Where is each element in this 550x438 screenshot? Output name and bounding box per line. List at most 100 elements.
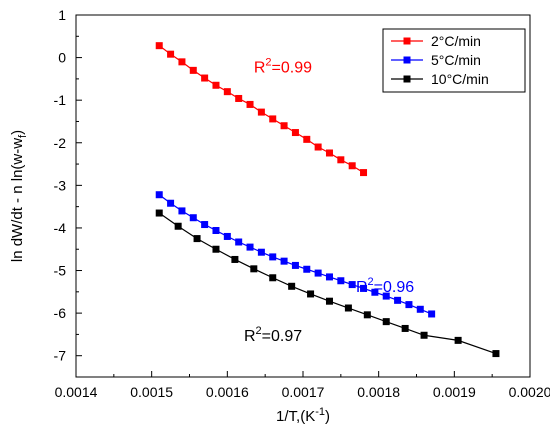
data-point bbox=[280, 257, 288, 265]
x-tick-label: 0.0017 bbox=[282, 384, 325, 400]
data-point bbox=[212, 245, 220, 253]
data-point bbox=[212, 226, 220, 234]
data-point bbox=[360, 284, 368, 292]
data-point bbox=[235, 238, 243, 246]
data-point bbox=[348, 162, 356, 170]
data-point bbox=[167, 50, 175, 58]
data-point bbox=[337, 277, 345, 285]
x-tick-label: 0.0020 bbox=[509, 384, 550, 400]
data-point bbox=[250, 265, 258, 273]
legend-marker bbox=[403, 75, 411, 83]
r-squared-annotation: R2=0.99 bbox=[254, 56, 312, 76]
data-point bbox=[288, 282, 296, 290]
y-tick-label: -4 bbox=[54, 220, 67, 236]
y-tick-label: -3 bbox=[54, 177, 67, 193]
data-point bbox=[231, 255, 239, 263]
data-point bbox=[155, 209, 163, 217]
data-point bbox=[167, 199, 175, 207]
data-point bbox=[235, 94, 243, 102]
y-tick-label: -7 bbox=[54, 348, 67, 364]
x-tick-label: 0.0015 bbox=[130, 384, 173, 400]
data-point bbox=[382, 318, 390, 326]
x-axis-title: 1/T,(K-1) bbox=[276, 406, 330, 425]
y-tick-label: -6 bbox=[54, 305, 67, 321]
series-1 bbox=[155, 42, 368, 177]
series-line bbox=[158, 212, 497, 355]
data-point bbox=[401, 324, 409, 332]
data-point bbox=[325, 149, 333, 157]
data-point bbox=[382, 292, 390, 300]
y-tick-label: -1 bbox=[54, 92, 67, 108]
data-point bbox=[193, 235, 201, 243]
y-axis: 1 0 -1 -2 -3 -4 -5 -6 -7 bbox=[54, 7, 82, 364]
data-point bbox=[280, 122, 288, 130]
data-point bbox=[303, 265, 311, 273]
data-point bbox=[269, 253, 277, 261]
y-tick-label: -2 bbox=[54, 135, 67, 151]
data-point bbox=[155, 42, 163, 50]
r-squared-annotation: R2=0.96 bbox=[356, 276, 414, 296]
x-tick-label: 0.0016 bbox=[206, 384, 249, 400]
x-tick-label: 0.0019 bbox=[433, 384, 476, 400]
data-point bbox=[394, 296, 402, 304]
y-axis-title: ln dW/dt - n ln(w-wf) bbox=[9, 130, 29, 262]
data-point bbox=[344, 304, 352, 312]
x-axis: 0.0014 0.0015 0.0016 0.0017 0.0018 0.0019 0.00… bbox=[55, 371, 550, 400]
legend-marker bbox=[403, 37, 411, 45]
data-point bbox=[178, 207, 186, 215]
data-point bbox=[314, 269, 322, 277]
x-tick-label: 0.0018 bbox=[357, 384, 400, 400]
series-layer bbox=[155, 42, 500, 358]
data-point bbox=[360, 169, 368, 177]
data-point bbox=[405, 301, 413, 309]
data-point bbox=[307, 290, 315, 298]
data-point bbox=[269, 274, 277, 282]
data-point bbox=[428, 310, 436, 318]
legend-label: 10°C/min bbox=[431, 71, 489, 87]
data-point bbox=[416, 305, 424, 313]
data-point bbox=[174, 222, 182, 230]
data-point bbox=[454, 336, 462, 344]
data-point bbox=[371, 288, 379, 296]
legend-item: 10°C/min bbox=[391, 71, 489, 87]
data-point bbox=[201, 221, 209, 229]
x-tick-label: 0.0014 bbox=[55, 384, 98, 400]
data-point bbox=[178, 58, 186, 66]
legend-item: 5°C/min bbox=[391, 52, 481, 68]
data-point bbox=[246, 243, 254, 251]
legend-label: 5°C/min bbox=[431, 52, 481, 68]
data-point bbox=[246, 100, 254, 108]
data-point bbox=[257, 108, 265, 116]
legend: 2°C/min 5°C/min 10°C/min bbox=[382, 28, 526, 93]
y-tick-label: 0 bbox=[58, 50, 66, 66]
data-point bbox=[223, 232, 231, 240]
series-2 bbox=[155, 191, 436, 318]
data-point bbox=[212, 81, 220, 89]
r-squared-annotation: R2=0.97 bbox=[244, 325, 302, 345]
annotation-layer: R2=0.99 R2=0.96 R2=0.97 bbox=[244, 56, 414, 344]
data-point bbox=[303, 135, 311, 143]
series-3 bbox=[155, 209, 500, 358]
y-tick-label: 1 bbox=[58, 7, 66, 23]
data-point bbox=[337, 156, 345, 164]
series-line bbox=[158, 194, 432, 315]
y-tick-label: -5 bbox=[54, 263, 67, 279]
data-point bbox=[291, 261, 299, 269]
data-point bbox=[363, 311, 371, 319]
data-point bbox=[269, 115, 277, 123]
legend-item: 2°C/min bbox=[391, 33, 481, 49]
data-point bbox=[189, 214, 197, 222]
data-point bbox=[314, 143, 322, 151]
data-point bbox=[492, 350, 500, 358]
data-point bbox=[325, 273, 333, 281]
data-point bbox=[291, 129, 299, 137]
data-point bbox=[155, 191, 163, 199]
data-point bbox=[325, 297, 333, 305]
legend-label: 2°C/min bbox=[431, 33, 481, 49]
data-point bbox=[257, 248, 265, 256]
data-point bbox=[348, 281, 356, 289]
data-point bbox=[201, 74, 209, 82]
data-point bbox=[223, 88, 231, 96]
data-point bbox=[189, 66, 197, 74]
